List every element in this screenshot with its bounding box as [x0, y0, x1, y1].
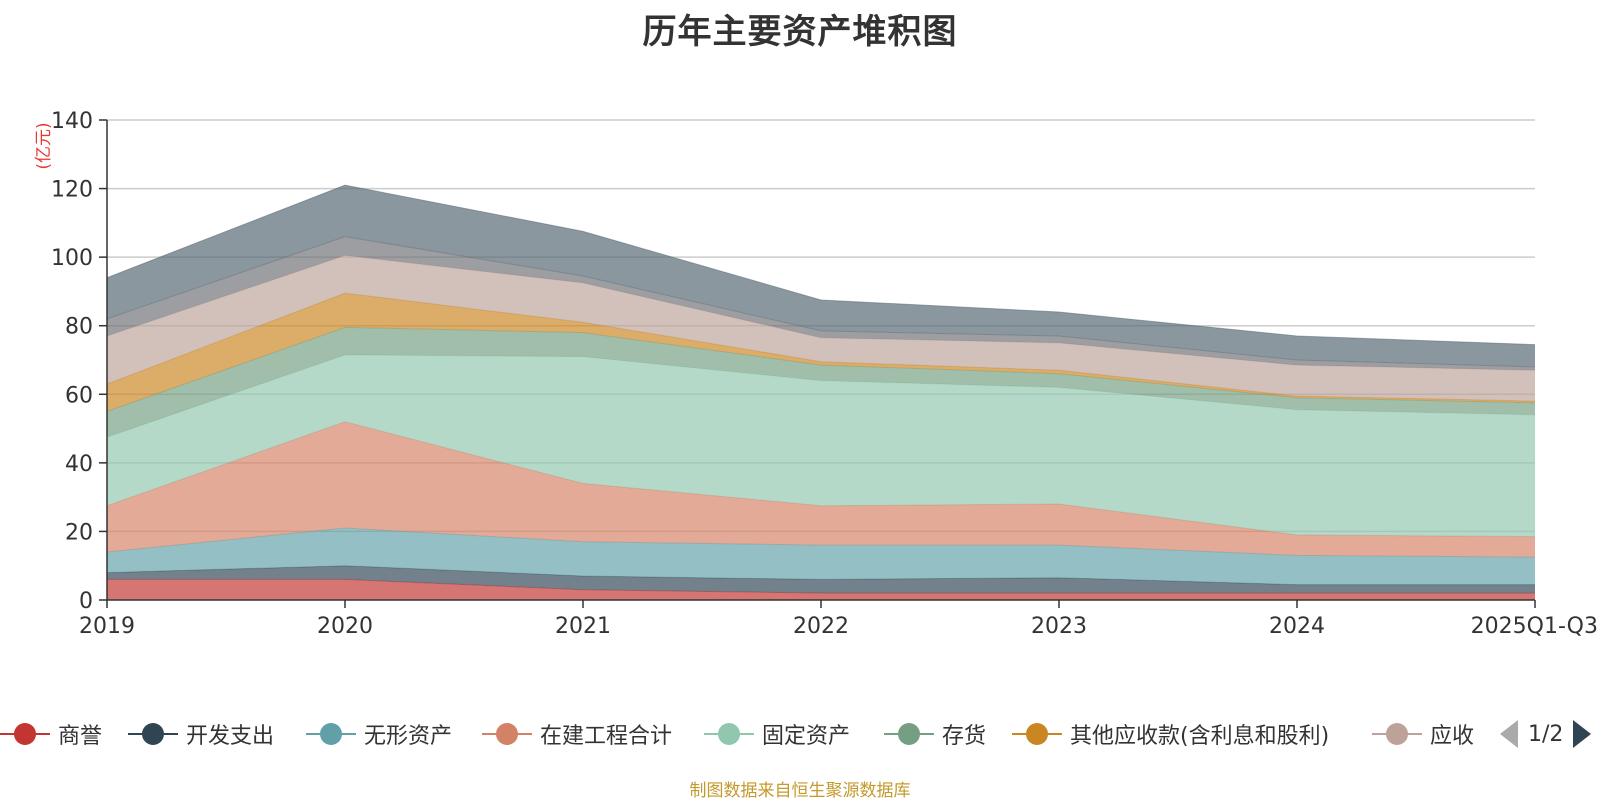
legend-marker-icon	[884, 721, 934, 747]
x-tick-label: 2019	[79, 614, 135, 639]
legend-item[interactable]: 存货	[884, 716, 986, 752]
chart-title: 历年主要资产堆积图	[642, 12, 958, 52]
area-series-在建工程合计[interactable]	[107, 421, 1535, 558]
y-axis-unit-label: (亿元)	[34, 122, 54, 169]
legend-item[interactable]: 开发支出	[128, 716, 274, 752]
area-series-货币资金[interactable]	[107, 185, 1535, 367]
legend-page-indicator: 1/2	[1528, 721, 1564, 747]
x-tick-label: 2020	[317, 614, 373, 639]
area-series-固定资产[interactable]	[107, 354, 1535, 537]
legend-marker-icon	[482, 721, 532, 747]
legend-item[interactable]: 无形资产	[306, 716, 452, 752]
legend-item[interactable]: 在建工程合计	[482, 716, 672, 752]
axis-layer: 0 20 40 60 80 100 120 140 2019 2020 2021 2022 2023 20…	[51, 109, 1598, 639]
legend-next-page-icon[interactable]	[1573, 720, 1592, 748]
legend-label: 存货	[942, 724, 987, 749]
y-tick-label: 0	[79, 589, 93, 614]
x-tick-label: 2025Q1-Q3	[1471, 614, 1598, 639]
legend-marker-icon	[1372, 721, 1422, 747]
legend: 商誉 开发支出 无形资产 在建工程合计 固定资产 存货 其他应收款(含利息和股利) 应收	[0, 716, 1600, 752]
legend-label: 无形资产	[364, 724, 453, 749]
legend-label: 其他应收款(含利息和股利)	[1070, 724, 1330, 749]
legend-marker-icon	[306, 721, 356, 747]
x-tick-label: 2023	[1031, 614, 1087, 639]
area-series-应收[interactable]	[107, 255, 1535, 402]
y-tick-label: 20	[65, 520, 93, 545]
legend-label: 在建工程合计	[540, 724, 673, 749]
legend-pager: 1/2	[1500, 716, 1592, 752]
area-series-无形资产[interactable]	[107, 528, 1535, 585]
legend-item[interactable]: 固定资产	[704, 716, 850, 752]
legend-marker-icon	[0, 721, 50, 747]
legend-marker-icon	[704, 721, 754, 747]
y-tick-label: 100	[51, 246, 93, 271]
y-tick-label: 40	[65, 452, 93, 477]
x-tick-label: 2024	[1269, 614, 1325, 639]
x-tick-label: 2021	[555, 614, 611, 639]
area-series-其他应收款(含利息和股利)[interactable]	[107, 293, 1535, 412]
area-series-存货[interactable]	[107, 327, 1535, 438]
legend-item[interactable]: 其他应收款(含利息和股利)	[1012, 716, 1329, 752]
legend-label: 固定资产	[762, 724, 851, 749]
area-series-line	[106, 184, 1536, 346]
y-tick-label: 80	[65, 315, 93, 340]
legend-prev-page-icon[interactable]	[1500, 720, 1518, 748]
source-note: 制图数据来自恒生聚源数据库	[689, 781, 911, 801]
y-tick-label: 60	[65, 383, 93, 408]
x-tick-label: 2022	[793, 614, 849, 639]
legend-label: 应收	[1430, 724, 1475, 749]
y-tick-label: 140	[51, 109, 93, 134]
area-layer	[106, 184, 1536, 600]
legend-marker-icon	[128, 721, 178, 747]
legend-item[interactable]: 商誉	[0, 716, 102, 752]
legend-label: 开发支出	[186, 724, 275, 749]
legend-item[interactable]: 应收	[1372, 716, 1474, 752]
y-tick-label: 120	[51, 178, 93, 203]
legend-marker-icon	[1012, 721, 1062, 747]
legend-label: 商誉	[58, 724, 103, 749]
